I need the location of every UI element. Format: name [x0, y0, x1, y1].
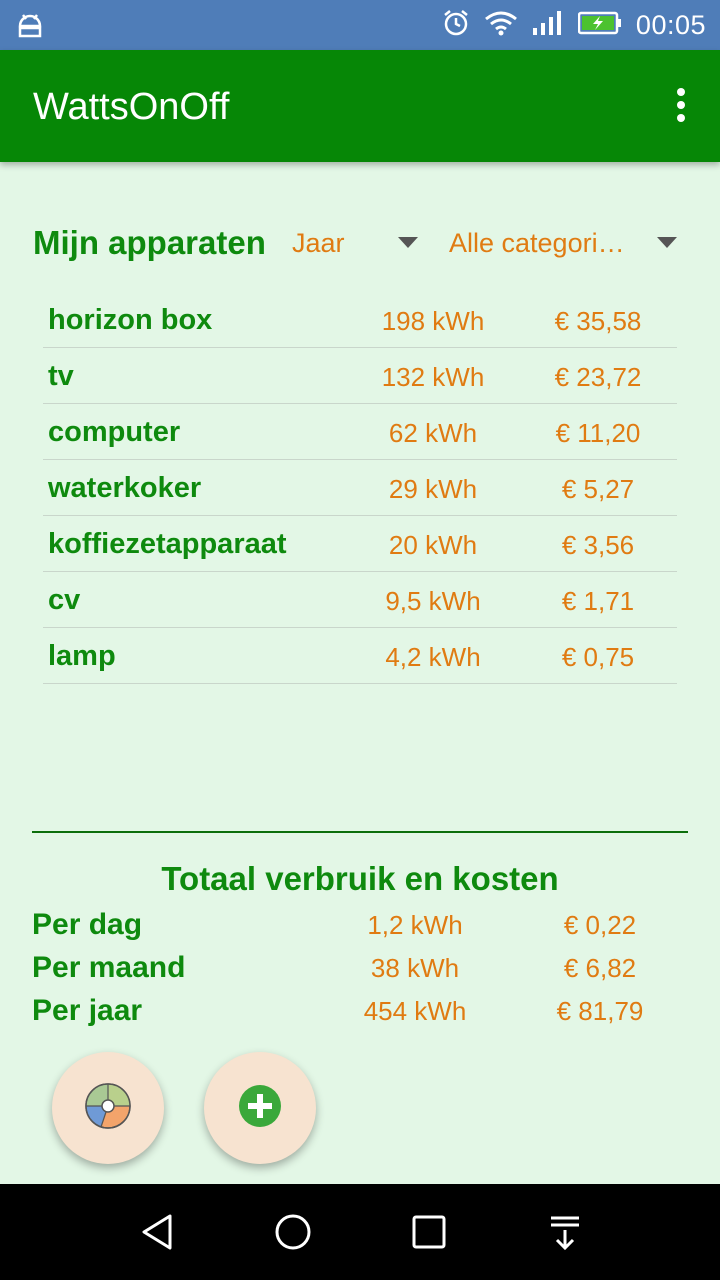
list-item[interactable]: tv 132 kWh € 23,72: [43, 348, 677, 404]
category-dropdown-arrow-icon[interactable]: [657, 237, 677, 248]
totals-label: Per maand: [32, 951, 186, 984]
chart-button[interactable]: [52, 1052, 164, 1164]
device-cost: € 35,58: [554, 306, 642, 336]
device-name: computer: [48, 416, 181, 448]
home-icon[interactable]: [245, 1184, 341, 1280]
totals-divider: [32, 831, 688, 833]
signal-icon: [532, 10, 564, 41]
device-cost: € 23,72: [554, 362, 642, 392]
device-kwh: 9,5 kWh: [385, 586, 481, 616]
list-item[interactable]: horizon box 198 kWh € 35,58: [43, 292, 677, 348]
device-name: cv: [48, 584, 81, 616]
totals-kwh: 38 kWh: [370, 953, 460, 983]
device-kwh: 4,2 kWh: [385, 642, 481, 672]
device-cost: € 11,20: [555, 418, 641, 448]
devices-title: Mijn apparaten: [33, 224, 266, 261]
category-select[interactable]: Alle categorieën: [449, 228, 629, 258]
period-dropdown-arrow-icon[interactable]: [398, 237, 418, 248]
totals-row-year: Per jaar 454 kWh € 81,79: [0, 994, 720, 1034]
devices-header: Mijn apparaten Jaar Alle categorieën: [0, 218, 720, 270]
add-device-button[interactable]: [204, 1052, 316, 1164]
wifi-icon: [484, 10, 518, 41]
device-name: horizon box: [48, 304, 213, 336]
period-select[interactable]: Jaar: [292, 228, 345, 258]
device-list: horizon box 198 kWh € 35,58 tv 132 kWh €…: [43, 292, 677, 684]
totals-kwh: 454 kWh: [363, 996, 467, 1026]
totals-title: Totaal verbruik en kosten: [161, 860, 559, 897]
device-name: waterkoker: [48, 472, 202, 504]
device-name: lamp: [48, 640, 116, 672]
device-cost: € 5,27: [561, 474, 635, 504]
device-kwh: 198 kWh: [381, 306, 485, 336]
totals-label: Per dag: [32, 908, 143, 941]
list-item[interactable]: waterkoker 29 kWh € 5,27: [43, 460, 677, 516]
back-icon[interactable]: [110, 1184, 206, 1280]
device-cost: € 3,56: [561, 530, 635, 560]
pie-chart-icon: [84, 1082, 132, 1135]
device-kwh: 20 kWh: [388, 530, 478, 560]
add-circle-icon: [237, 1083, 283, 1134]
device-kwh: 132 kWh: [381, 362, 485, 392]
status-bar: 00:05: [0, 0, 720, 50]
device-kwh: 62 kWh: [388, 418, 478, 448]
device-name: koffiezetapparaat: [48, 528, 287, 560]
device-cost: € 1,71: [561, 586, 635, 616]
device-name: tv: [48, 360, 74, 392]
recents-icon[interactable]: [381, 1184, 477, 1280]
list-item[interactable]: koffiezetapparaat 20 kWh € 3,56: [43, 516, 677, 572]
app-title: WattsOnOff: [33, 86, 230, 128]
device-cost: € 0,75: [561, 642, 635, 672]
list-item[interactable]: computer 62 kWh € 11,20: [43, 404, 677, 460]
device-kwh: 29 kWh: [388, 474, 478, 504]
navigation-bar: [0, 1184, 720, 1280]
list-item[interactable]: lamp 4,2 kWh € 0,75: [43, 628, 677, 684]
status-time: 00:05: [635, 9, 706, 40]
notifications-pull-icon[interactable]: [517, 1184, 613, 1280]
totals-cost: € 81,79: [556, 996, 644, 1026]
battery-charging-icon: [577, 11, 622, 40]
totals-kwh: 1,2 kWh: [367, 910, 463, 940]
android-debug-icon: [16, 12, 44, 43]
totals-cost: € 6,82: [563, 953, 637, 983]
overflow-menu-icon[interactable]: [674, 88, 688, 126]
app-bar: WattsOnOff: [0, 50, 720, 162]
totals-row-month: Per maand 38 kWh € 6,82: [0, 951, 720, 991]
list-item[interactable]: cv 9,5 kWh € 1,71: [43, 572, 677, 628]
totals-label: Per jaar: [32, 994, 143, 1027]
totals-row-day: Per dag 1,2 kWh € 0,22: [0, 908, 720, 948]
totals-cost: € 0,22: [563, 910, 637, 940]
alarm-icon: [442, 9, 470, 42]
